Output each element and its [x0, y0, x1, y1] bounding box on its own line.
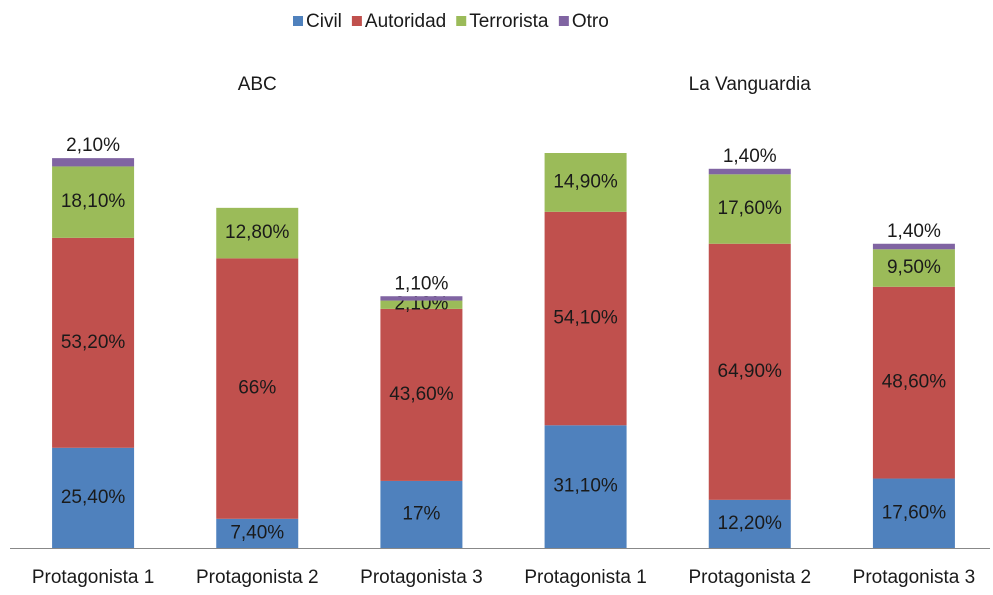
bar-segment	[52, 237, 135, 448]
data-label: 25,40%	[61, 487, 126, 508]
bar-segment	[380, 300, 463, 309]
bar-segment	[872, 249, 955, 287]
data-label: 18,10%	[61, 191, 126, 212]
data-label: 31,10%	[553, 476, 618, 497]
legend-swatch	[456, 16, 467, 26]
data-label: 14,90%	[553, 171, 618, 192]
bar-segment	[872, 286, 955, 479]
bar-segment	[216, 258, 299, 519]
bar-segment	[216, 207, 299, 259]
data-label: 1,40%	[887, 221, 941, 242]
data-label: 12,80%	[225, 222, 290, 243]
x-tick-label: Protagonista 3	[360, 567, 483, 588]
bar-segment	[872, 478, 955, 548]
x-tick-label: Protagonista 3	[853, 567, 976, 588]
legend-label: Civil	[306, 11, 342, 32]
legend-label: Autoridad	[365, 11, 446, 32]
data-label: 48,60%	[882, 372, 947, 393]
bar-segment	[708, 243, 791, 500]
legend-label: Otro	[572, 11, 609, 32]
bar-segment	[544, 211, 627, 426]
data-label: 7,40%	[230, 522, 284, 543]
bar-segment	[52, 158, 135, 167]
group-label: ABC	[238, 74, 277, 95]
data-label: 2,10%	[66, 135, 120, 156]
x-tick-label: Protagonista 2	[196, 567, 319, 588]
data-label: 1,40%	[723, 146, 777, 167]
bar-segment	[708, 168, 791, 175]
bar-segment	[52, 166, 135, 238]
data-label: 1,10%	[394, 273, 448, 294]
bar-segment	[380, 296, 463, 301]
data-label: 43,60%	[389, 384, 454, 405]
bar-segment	[380, 308, 463, 481]
data-label: 17,60%	[882, 502, 947, 523]
bar-segment	[216, 518, 299, 548]
data-label: 12,20%	[718, 513, 783, 534]
legend-swatch	[558, 16, 569, 26]
data-label: 64,90%	[718, 361, 783, 382]
bar-segment	[52, 447, 135, 548]
x-tick-label: Protagonista 1	[32, 567, 155, 588]
bar-segment	[872, 243, 955, 250]
bar-segment	[380, 480, 463, 548]
group-label: La Vanguardia	[689, 74, 812, 95]
data-label: 66%	[238, 378, 276, 399]
data-label: 9,50%	[887, 257, 941, 278]
x-tick-label: Protagonista 2	[688, 567, 811, 588]
data-label: 53,20%	[61, 332, 126, 353]
data-label: 17,60%	[718, 198, 783, 219]
data-label: 17%	[402, 503, 440, 524]
legend-swatch	[351, 16, 362, 26]
x-tick-label: Protagonista 1	[524, 567, 647, 588]
bar-segment	[708, 174, 791, 244]
bar-segment	[708, 499, 791, 548]
legend-swatch	[293, 16, 303, 26]
bar-segment	[544, 153, 627, 212]
legend-label: Terrorista	[469, 11, 549, 32]
data-label: 54,10%	[553, 308, 618, 329]
bar-segment	[544, 425, 627, 548]
